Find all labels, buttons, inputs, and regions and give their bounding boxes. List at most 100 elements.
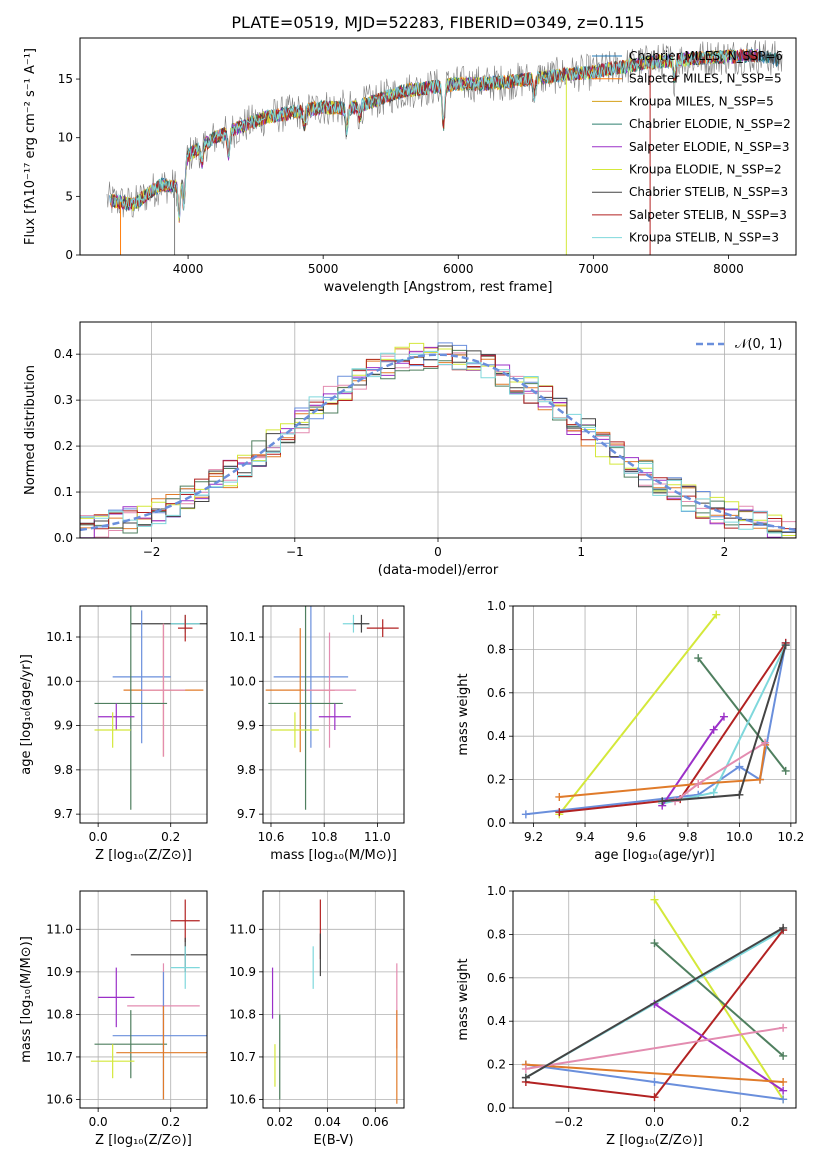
weight-marker — [755, 775, 764, 784]
figure-title: PLATE=0519, MJD=52283, FIBERID=0349, z=0… — [231, 13, 644, 32]
weight-marker — [779, 923, 788, 932]
errorbar-point — [90, 1044, 135, 1079]
legend-label: Kroupa ELODIE, N_SSP=2 — [629, 163, 782, 177]
weight-marker — [779, 1086, 788, 1095]
mass_vs_ebv-points — [271, 899, 398, 1104]
weight-marker — [779, 1051, 788, 1060]
weight-marker — [779, 1077, 788, 1086]
errorbar-point — [170, 899, 200, 943]
x-tick-label: 0.0 — [645, 1115, 664, 1129]
y-axis-label: age [log₁₀(age/yr)] — [19, 654, 34, 775]
weight-line-s_purple — [653, 1002, 784, 1092]
x-axis-label: (data-model)/error — [378, 563, 499, 578]
x-tick-label: 9.8 — [678, 830, 697, 844]
errorbar-point — [366, 619, 399, 637]
errorbar-point — [302, 632, 357, 748]
x-tick-label: 4000 — [173, 262, 204, 276]
residuals-axes: −2 −1 0 1 2 0.0 0.1 0.2 0.3 0.4 (data-model)/error… — [23, 321, 797, 578]
weight_vs_age-lines — [521, 610, 790, 819]
weight-line-s_yellow — [558, 614, 717, 815]
errorbar-point — [273, 606, 349, 748]
errorbar-point — [268, 606, 343, 810]
weight-marker — [658, 797, 667, 806]
legend-label: Chabrier STELIB, N_SSP=3 — [629, 185, 788, 199]
y-axis-label: mass weight — [456, 673, 471, 755]
weight-marker — [521, 1064, 530, 1073]
y-tick-label: 10.6 — [229, 1092, 256, 1106]
weight-marker — [650, 1093, 659, 1102]
x-tick-label: 1 — [577, 545, 585, 559]
y-tick-label: 0.6 — [487, 971, 506, 985]
y-tick-label: 10.6 — [46, 1092, 73, 1106]
y-tick-label: 9.8 — [54, 763, 73, 777]
spectrum-axes: 4000 5000 6000 7000 8000 0 5 10 15 wavelength [An… — [23, 37, 797, 295]
axes-frame — [512, 890, 797, 1109]
y-tick-label: 1.0 — [487, 884, 506, 898]
weight_vs_age-axes: 9.2 9.4 9.6 9.8 10.0 10.2 0.0 0.2 0.4 0.6 0.8 1.0 ag… — [456, 599, 804, 863]
x-tick-label: 0.0 — [89, 830, 108, 844]
errorbar-point — [98, 703, 135, 730]
x-tick-label: 0.2 — [161, 830, 180, 844]
y-tick-label: 0 — [65, 248, 73, 262]
weight-marker — [779, 1095, 788, 1104]
errorbar-point — [353, 614, 370, 633]
y-tick-label: 1.0 — [487, 599, 506, 613]
normal-curve — [80, 353, 796, 532]
weight-marker — [709, 788, 718, 797]
x-axis-label: mass [log₁₀(M/M⊙)] — [270, 848, 397, 863]
y-tick-label: 0.8 — [487, 927, 506, 941]
x-tick-label: 9.6 — [627, 830, 646, 844]
y-tick-label: 10.0 — [229, 674, 256, 688]
age_vs_mass-points — [265, 606, 399, 810]
errorbar-point — [94, 1010, 168, 1079]
axes-frame — [262, 605, 405, 824]
y-tick-label: 9.8 — [237, 763, 256, 777]
weight_vs_z-axes: −0.2 0.0 0.2 0.0 0.2 0.4 0.6 0.8 1.0 Z [log₁₀(Z/Z… — [456, 884, 797, 1148]
axes-frame — [262, 890, 405, 1109]
weight-line-s_green — [697, 657, 787, 772]
errorbar-point — [116, 1005, 207, 1100]
weight-marker — [779, 1023, 788, 1032]
y-tick-label: 0.6 — [487, 686, 506, 700]
weight-line-s_pink — [525, 1026, 784, 1070]
x-tick-label: −1 — [286, 545, 304, 559]
y-tick-label: 10.8 — [46, 1007, 73, 1021]
y-axis-label: Flux [fλ10⁻¹⁷ erg cm⁻² s⁻¹ A⁻¹] — [23, 48, 38, 245]
x-tick-label: 0.2 — [161, 1115, 180, 1129]
weight-marker — [694, 654, 703, 663]
x-tick-label: 5000 — [308, 262, 339, 276]
y-tick-label: 10.8 — [229, 1007, 256, 1021]
y-tick-label: 9.9 — [237, 719, 256, 733]
x-axis-label: E(B-V) — [313, 1133, 353, 1148]
x-tick-label: 10.8 — [311, 830, 338, 844]
legend-label: Salpeter STELIB, N_SSP=3 — [629, 208, 787, 222]
x-tick-label: −2 — [143, 545, 161, 559]
legend-label: Kroupa STELIB, N_SSP=3 — [629, 231, 779, 245]
x-tick-label: 0.06 — [362, 1115, 389, 1129]
weight-marker — [735, 790, 744, 799]
y-tick-label: 10.0 — [46, 674, 73, 688]
x-tick-label: 0.2 — [731, 1115, 750, 1129]
errorbar-point — [94, 712, 131, 748]
axes-frame — [79, 890, 208, 1109]
y-tick-label: 0.2 — [54, 439, 73, 453]
y-tick-label: 9.7 — [54, 807, 73, 821]
age_vs_mass-axes: 10.6 10.8 11.0 9.7 9.8 9.9 10.0 10.1 mass [log₁₀… — [229, 605, 405, 863]
y-tick-label: 0.1 — [54, 485, 73, 499]
axes-frame — [512, 605, 797, 824]
y-tick-label: 0.0 — [487, 1101, 506, 1115]
weight-marker — [781, 641, 790, 650]
weight-line-s_green — [653, 942, 784, 1057]
errorbar-point — [112, 610, 171, 744]
y-tick-label: 10.1 — [229, 630, 256, 644]
weight-marker — [521, 810, 530, 819]
histogram-steps — [80, 342, 796, 538]
y-tick-label: 5 — [65, 189, 73, 203]
y-tick-label: 11.0 — [46, 922, 73, 936]
x-tick-label: 6000 — [443, 262, 474, 276]
weight-marker — [555, 808, 564, 817]
weight-marker — [761, 738, 770, 747]
axes-frame — [79, 37, 797, 256]
x-axis-label: age [log₁₀(age/yr)] — [594, 848, 715, 863]
weight-marker — [709, 725, 718, 734]
